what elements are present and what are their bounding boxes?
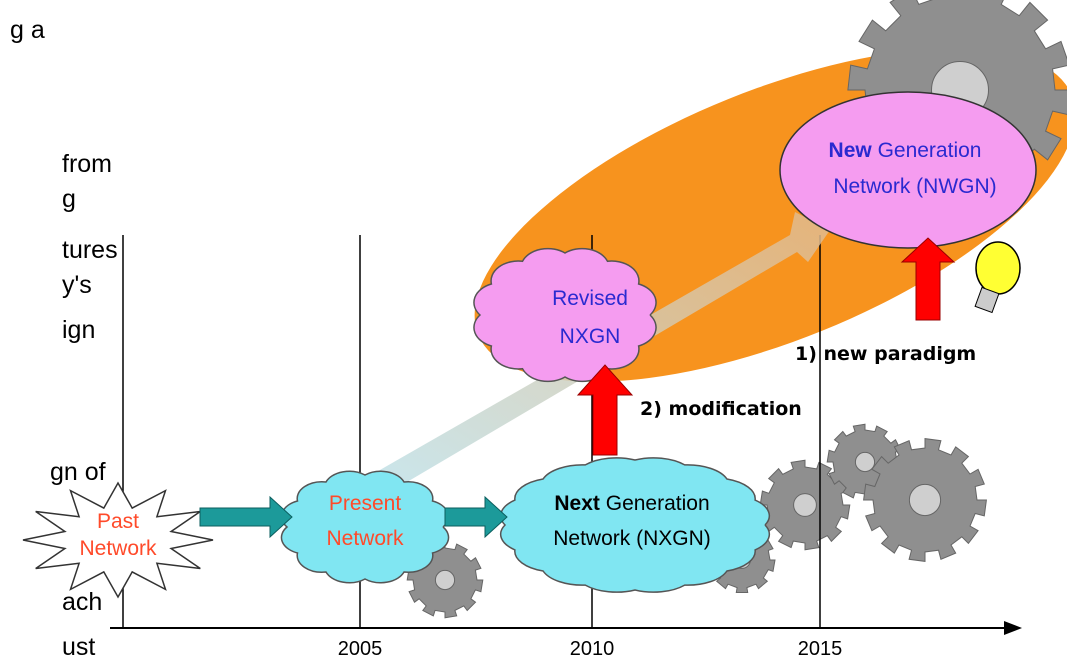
axis-arrow [1004, 621, 1022, 635]
node-label: Next Generation [554, 492, 709, 515]
flow-arrow [445, 497, 507, 537]
cloud [474, 249, 656, 382]
flow-arrow [200, 497, 292, 537]
node-label: Present [329, 492, 402, 515]
node-label: Network (NWGN) [833, 175, 996, 198]
node-label-rest: Generation [878, 139, 982, 162]
gear-hub [909, 484, 940, 515]
node-label-bold: Next [554, 492, 600, 515]
node-label-rest: Generation [606, 492, 710, 515]
node-label: Past [97, 510, 139, 533]
node-label: New Generation [829, 139, 982, 162]
text-fragment: g [62, 185, 76, 213]
diagram: g a from g tures y's ign gn of ach ust P… [0, 0, 1067, 662]
axis-tick-label: 2015 [798, 638, 843, 660]
node-label-bold: New [829, 139, 873, 162]
gear-hub [794, 494, 817, 517]
node-label: NXGN [560, 325, 621, 348]
node-label: Network (NXGN) [553, 527, 711, 550]
lightbulb [975, 242, 1020, 312]
text-fragment: ign [62, 316, 95, 344]
node-label: Network [326, 527, 404, 550]
gear-hub [435, 570, 454, 589]
page: g a from g tures y's ign gn of ach ust P… [0, 0, 1067, 662]
annotation: 2) modification [640, 398, 802, 420]
text-fragment: ach [62, 588, 102, 616]
text-fragment: y's [62, 271, 92, 299]
text-fragment: gn of [50, 458, 106, 486]
annotation: 1) new paradigm [795, 343, 976, 365]
node-label: Network [79, 537, 157, 560]
node-ellipse [780, 92, 1036, 248]
text-fragment: g a [10, 16, 45, 44]
axis-tick-label: 2005 [338, 638, 383, 660]
node-label: Revised [552, 287, 628, 310]
text-fragment: from [62, 150, 112, 178]
text-fragment: tures [62, 236, 118, 264]
text-fragment: ust [62, 633, 95, 661]
axis-tick-label: 2010 [570, 638, 615, 660]
